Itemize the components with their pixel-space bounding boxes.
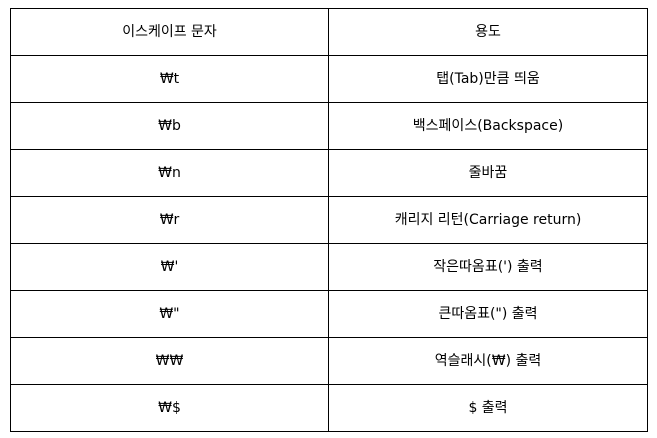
header-usage: 용도	[328, 8, 648, 56]
escape-sequence-cell: ₩t	[10, 55, 329, 103]
escape-sequence-table: 이스케이프 문자 용도 ₩t 탭(Tab)만큼 띄움 ₩b 백스페이스(Back…	[10, 8, 648, 432]
table-row: ₩t 탭(Tab)만큼 띄움	[10, 55, 648, 103]
usage-cell: 큰따옴표(") 출력	[328, 290, 648, 338]
table-row: ₩' 작은따옴표(') 출력	[10, 243, 648, 291]
usage-cell: 백스페이스(Backspace)	[328, 102, 648, 150]
escape-sequence-cell: ₩b	[10, 102, 329, 150]
table-row: ₩n 줄바꿈	[10, 149, 648, 197]
table-row: ₩r 캐리지 리턴(Carriage return)	[10, 196, 648, 244]
usage-cell: $ 출력	[328, 384, 648, 432]
escape-sequence-cell: ₩'	[10, 243, 329, 291]
escape-sequence-cell: ₩$	[10, 384, 329, 432]
table-row: ₩₩ 역슬래시(₩) 출력	[10, 337, 648, 385]
escape-sequence-cell: ₩n	[10, 149, 329, 197]
table-header-row: 이스케이프 문자 용도	[10, 8, 648, 56]
table-row: ₩b 백스페이스(Backspace)	[10, 102, 648, 150]
usage-cell: 탭(Tab)만큼 띄움	[328, 55, 648, 103]
usage-cell: 캐리지 리턴(Carriage return)	[328, 196, 648, 244]
escape-sequence-cell: ₩₩	[10, 337, 329, 385]
usage-cell: 작은따옴표(') 출력	[328, 243, 648, 291]
escape-sequence-cell: ₩"	[10, 290, 329, 338]
table-row: ₩$ $ 출력	[10, 384, 648, 432]
table-row: ₩" 큰따옴표(") 출력	[10, 290, 648, 338]
usage-cell: 역슬래시(₩) 출력	[328, 337, 648, 385]
usage-cell: 줄바꿈	[328, 149, 648, 197]
escape-sequence-cell: ₩r	[10, 196, 329, 244]
header-escape-char: 이스케이프 문자	[10, 8, 329, 56]
